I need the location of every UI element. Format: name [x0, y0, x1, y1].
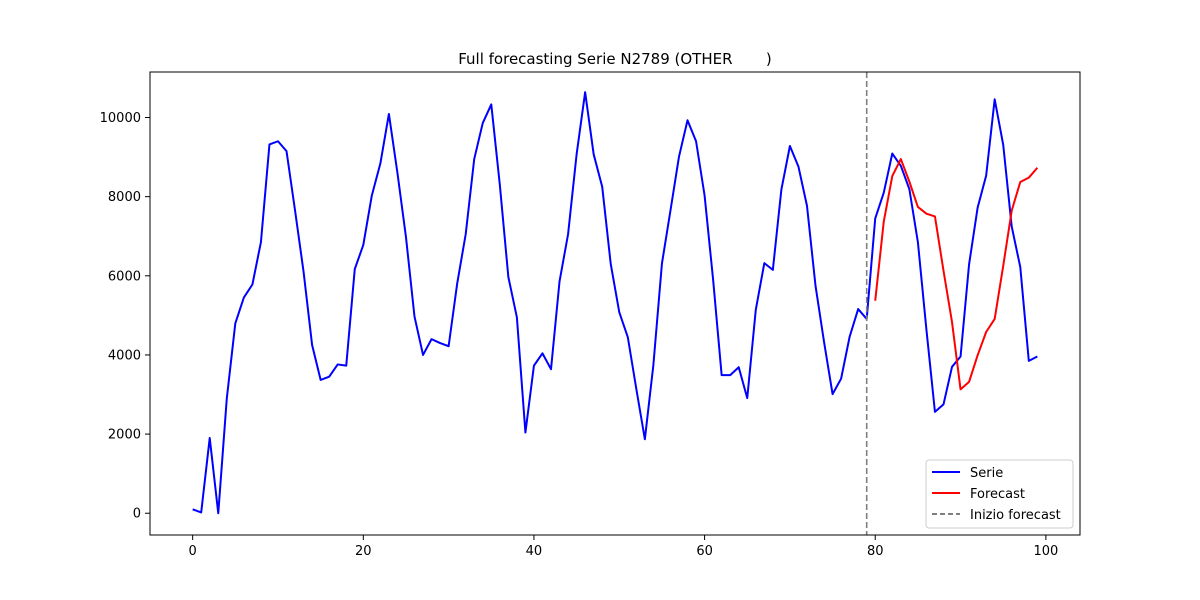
legend-label-serie: Serie	[970, 466, 1003, 481]
y-tick-label: 6000	[108, 269, 141, 284]
y-axis: 0 2000 4000 6000 8000 10000	[100, 111, 150, 522]
x-tick-label: 0	[189, 544, 197, 559]
y-tick-label: 10000	[100, 111, 141, 126]
x-tick-label: 20	[355, 544, 372, 559]
x-tick-label: 60	[696, 544, 713, 559]
x-tick-label: 40	[526, 544, 543, 559]
y-tick-label: 4000	[108, 348, 141, 363]
y-tick-label: 0	[133, 507, 141, 522]
x-axis: 0 20 40 60 80 100	[189, 535, 1058, 559]
legend-box	[925, 459, 1074, 529]
x-tick-label: 100	[1033, 544, 1058, 559]
legend-label-forecast: Forecast	[970, 487, 1025, 502]
y-tick-label: 2000	[108, 428, 141, 443]
series-line-serie	[192, 91, 1038, 515]
legend: Serie Forecast Inizio forecast	[925, 459, 1074, 529]
legend-label-inizio-forecast: Inizio forecast	[970, 508, 1061, 523]
plot-area	[192, 72, 1039, 535]
y-tick-label: 8000	[108, 190, 141, 205]
axes-frame	[149, 71, 1081, 536]
series-line-forecast	[874, 158, 1039, 391]
x-tick-label: 80	[867, 544, 884, 559]
chart-title: Full forecasting Serie N2789 (OTHER )	[458, 50, 772, 68]
